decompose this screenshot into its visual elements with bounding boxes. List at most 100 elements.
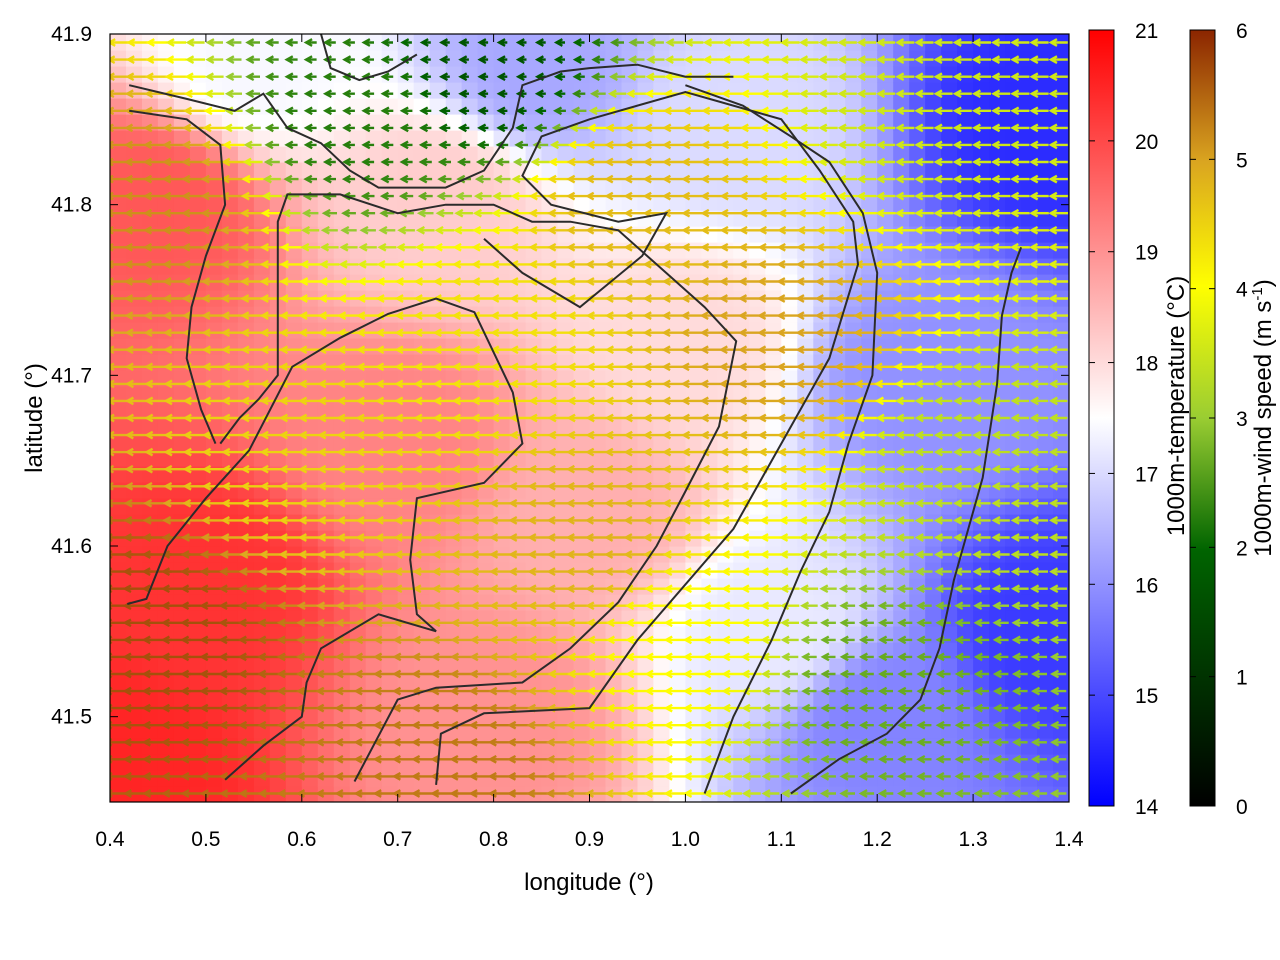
wind-arrow xyxy=(740,669,762,679)
heatmap-cell xyxy=(381,434,399,451)
wind-arrow xyxy=(759,140,782,150)
heatmap-cell xyxy=(253,674,271,691)
wind-arrow xyxy=(878,720,893,730)
heatmap-cell xyxy=(205,754,223,771)
heatmap-cell xyxy=(845,498,862,515)
wind-arrow xyxy=(515,38,527,47)
wind-arrow xyxy=(935,720,951,730)
heatmap-cell xyxy=(365,258,383,275)
wind-arrow xyxy=(876,481,895,491)
heatmap-cell xyxy=(941,450,958,467)
wind-arrow xyxy=(761,772,780,781)
heatmap-cell xyxy=(126,146,143,163)
heatmap-cell xyxy=(797,322,814,339)
heatmap-cell xyxy=(157,114,175,131)
heatmap-cell xyxy=(573,770,591,787)
heatmap-cell xyxy=(445,418,463,435)
wind-arrow xyxy=(953,516,972,525)
heatmap-cell xyxy=(397,114,415,131)
wind-arrow xyxy=(837,123,857,133)
heatmap-cell xyxy=(669,178,686,195)
heatmap-cell xyxy=(1021,706,1038,723)
wind-arrow xyxy=(380,106,394,116)
wind-arrow xyxy=(549,140,569,150)
wind-arrow xyxy=(934,533,953,542)
heatmap-cell xyxy=(317,418,335,435)
heatmap-cell xyxy=(253,130,271,147)
wind-arrow xyxy=(818,55,838,64)
wind-arrow xyxy=(303,106,317,116)
heatmap-cell xyxy=(557,418,575,435)
heatmap-cell xyxy=(573,354,591,371)
heatmap-cell xyxy=(781,386,798,403)
heatmap-cell xyxy=(381,770,399,787)
wind-arrow xyxy=(418,174,433,184)
heatmap-cell xyxy=(941,434,958,451)
heatmap-cell xyxy=(557,386,575,403)
heatmap-cell xyxy=(157,322,175,339)
heatmap-cell xyxy=(397,738,415,755)
wind-arrow xyxy=(663,669,686,679)
wind-arrow xyxy=(702,584,724,594)
wind-arrow xyxy=(471,242,494,252)
wind-arrow xyxy=(991,567,1010,576)
wind-arrow xyxy=(590,89,606,99)
heatmap-cell xyxy=(941,258,958,275)
heatmap-cell xyxy=(781,162,798,179)
wind-arrow xyxy=(300,242,320,252)
heatmap-cell xyxy=(989,674,1006,691)
heatmap-cell xyxy=(909,242,926,259)
wind-arrow xyxy=(702,754,724,764)
heatmap-cell xyxy=(365,418,383,435)
wind-arrow xyxy=(663,652,686,662)
wind-arrow xyxy=(322,72,336,82)
wind-arrow xyxy=(644,703,667,713)
heatmap-cell xyxy=(509,658,527,675)
heatmap-cell xyxy=(285,578,303,595)
wind-arrow xyxy=(991,430,1010,440)
heatmap-cell xyxy=(381,386,399,403)
wind-arrow xyxy=(818,89,838,99)
wind-arrow xyxy=(856,123,876,133)
heatmap-cell xyxy=(349,50,367,67)
heatmap-cell xyxy=(573,82,591,99)
heatmap-cell xyxy=(845,514,862,531)
heatmap-cell xyxy=(765,98,782,115)
wind-arrow xyxy=(854,396,879,406)
wind-arrow xyxy=(876,55,896,64)
wind-arrow xyxy=(570,106,587,116)
heatmap-cell xyxy=(685,162,702,179)
wind-arrow xyxy=(972,379,991,389)
wind-arrow xyxy=(973,652,990,662)
wind-arrow xyxy=(874,225,897,235)
heatmap-cell xyxy=(541,66,559,83)
wind-arrow xyxy=(299,260,321,269)
heatmap-cell xyxy=(573,738,591,755)
heatmap-cell xyxy=(333,178,351,195)
wind-arrow xyxy=(625,652,648,662)
wind-arrow xyxy=(740,550,763,559)
heatmap-cell xyxy=(381,642,399,659)
heatmap-cell xyxy=(429,34,447,51)
wind-arrow xyxy=(991,498,1010,508)
wind-arrow xyxy=(225,38,242,47)
wind-arrow xyxy=(494,157,510,167)
heatmap-cell xyxy=(110,402,127,419)
heatmap-cell xyxy=(845,130,862,147)
wind-arrow xyxy=(490,225,513,235)
wind-arrow xyxy=(895,38,915,47)
wind-arrow xyxy=(721,652,743,662)
heatmap-cell xyxy=(621,434,639,451)
heatmap-cell xyxy=(1021,786,1038,802)
wind-arrow xyxy=(801,703,817,713)
heatmap-cell xyxy=(317,82,335,99)
heatmap-cell xyxy=(829,258,846,275)
heatmap-cell xyxy=(701,402,718,419)
wind-arrow xyxy=(644,754,667,764)
heatmap-cell xyxy=(909,146,926,163)
wind-arrow xyxy=(913,225,935,235)
heatmap-cell xyxy=(653,754,670,771)
heatmap-cell xyxy=(173,306,191,323)
wind-arrow xyxy=(839,754,855,764)
wind-arrow xyxy=(458,89,469,99)
